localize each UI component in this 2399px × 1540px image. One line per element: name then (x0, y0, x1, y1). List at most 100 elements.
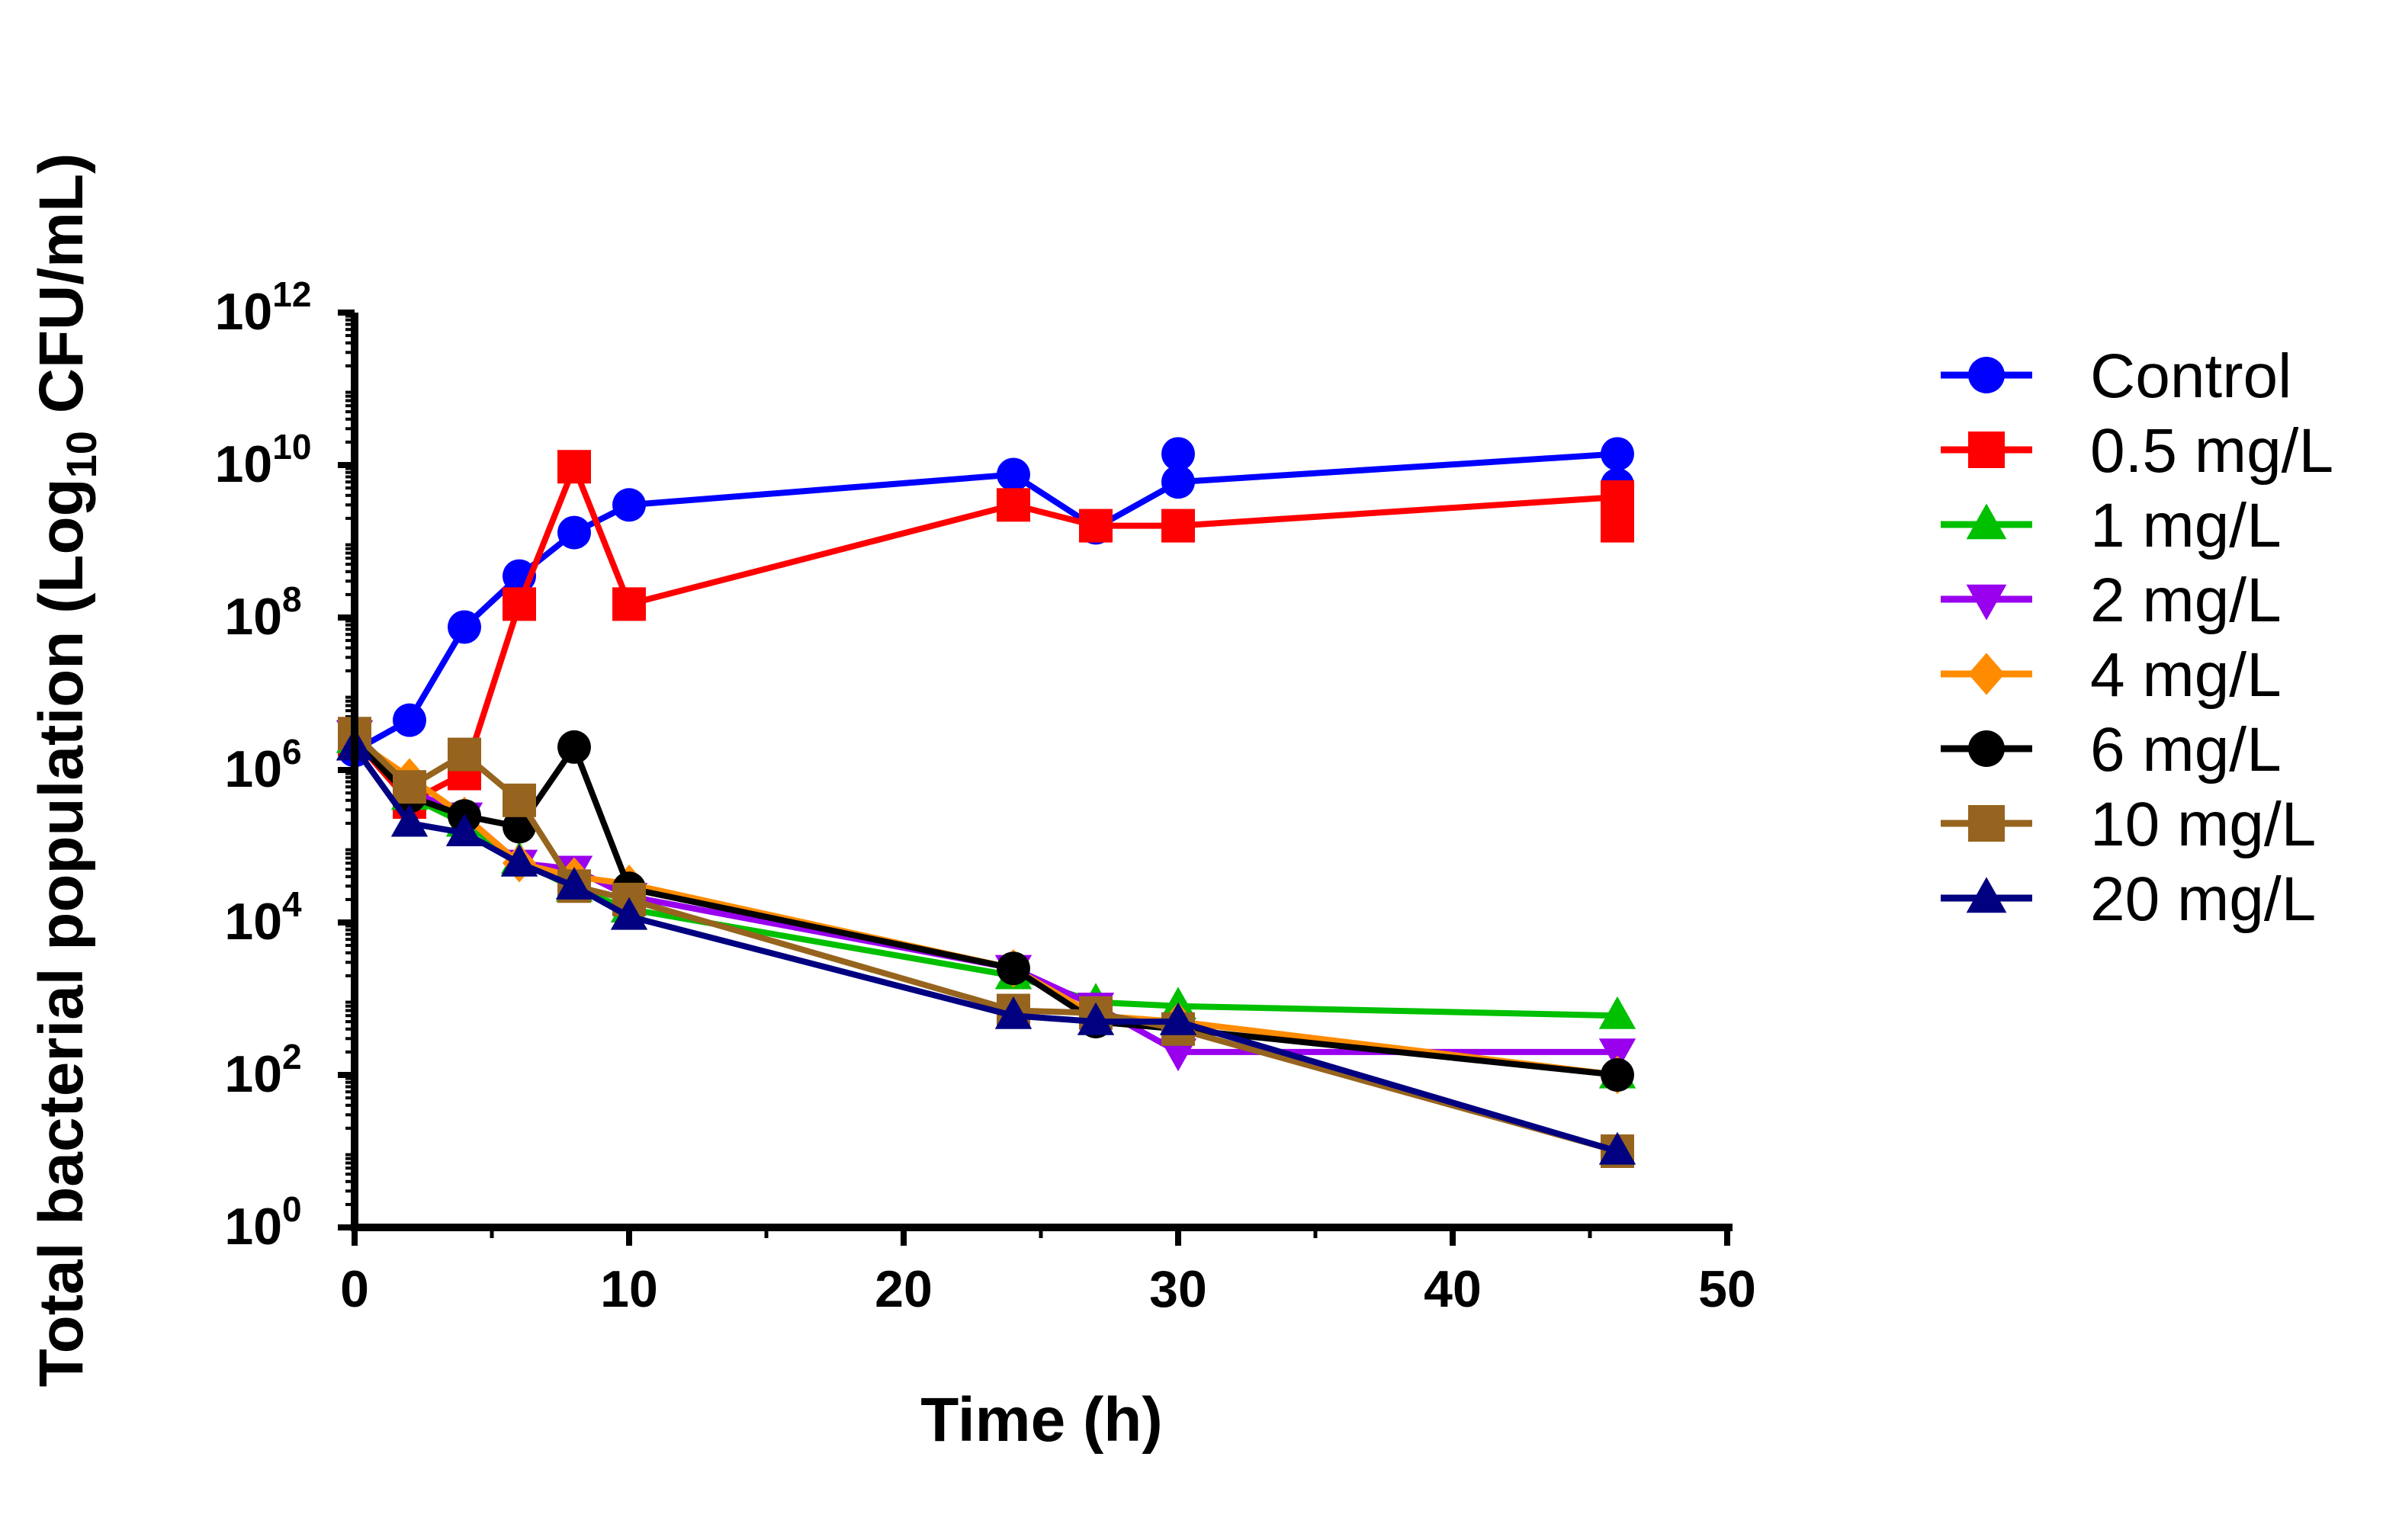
legend-marker (1968, 730, 2005, 767)
x-tick-label: 50 (1698, 1260, 1756, 1318)
y-tick-label: 102 (224, 1037, 301, 1103)
data-point (448, 737, 481, 772)
data-point (997, 488, 1030, 522)
y-tick-label-base: 10 (224, 1198, 282, 1256)
legend-label: 4 mg/L (2090, 640, 2282, 710)
data-point (445, 813, 483, 846)
series-4 (338, 720, 1634, 1095)
legend-marker (1968, 805, 2005, 842)
legend-label: 0.5 mg/L (2090, 416, 2333, 486)
y-tick-label-exponent: 12 (272, 274, 311, 314)
data-point (1598, 1131, 1636, 1165)
x-tick-label: 40 (1424, 1260, 1482, 1318)
data-point (997, 951, 1030, 986)
data-point (1601, 509, 1634, 543)
y-tick-label-base: 10 (224, 893, 282, 951)
series-1 (338, 450, 1634, 820)
legend-label: Control (2090, 342, 2291, 411)
data-point (1159, 1038, 1197, 1072)
data-point (555, 866, 593, 900)
data-point (612, 488, 646, 522)
data-point (612, 587, 646, 621)
legend-label: 6 mg/L (2090, 715, 2282, 784)
y-tick-label: 106 (224, 732, 301, 798)
y-tick-label-exponent: 4 (282, 884, 302, 924)
y-tick-label: 1010 (215, 427, 312, 493)
series-line (352, 745, 1619, 1154)
legend-label: 2 mg/L (2090, 566, 2282, 635)
data-point (500, 843, 538, 877)
legend-item: 6 mg/L (1941, 715, 2282, 784)
data-point (390, 804, 429, 837)
data-point (1601, 480, 1634, 515)
series-2 (336, 720, 1636, 1089)
legend-item: 2 mg/L (1941, 566, 2282, 635)
y-tick-label-exponent: 2 (282, 1037, 302, 1076)
series-7 (336, 727, 1636, 1165)
y-tick-label: 104 (224, 884, 302, 951)
data-point (1161, 465, 1195, 499)
legend-marker (1968, 432, 2005, 468)
x-tick-label: 30 (1149, 1260, 1207, 1318)
data-point (393, 703, 426, 737)
y-axis-title-subscript: 10 (57, 431, 105, 478)
legend-marker (1966, 584, 2007, 621)
y-axis-title-prefix: Total bacterial population (Log (27, 478, 96, 1387)
y-tick-label: 1012 (215, 274, 312, 341)
y-tick-label-exponent: 0 (282, 1189, 302, 1229)
y-axis-title: Total bacterial population (Log10 CFU/mL… (27, 153, 105, 1388)
legend-label: 20 mg/L (2090, 865, 2316, 934)
data-point (1598, 996, 1636, 1029)
x-axis-title: Time (h) (920, 1385, 1162, 1455)
data-point (1601, 437, 1634, 471)
series-3 (336, 720, 1636, 1072)
y-tick-label: 108 (224, 579, 301, 646)
legend-marker (1968, 653, 2005, 695)
data-point (1601, 1058, 1634, 1092)
legend-label: 1 mg/L (2090, 491, 2282, 560)
y-tick-label: 100 (224, 1189, 301, 1256)
data-point (557, 730, 591, 764)
y-tick-label-exponent: 10 (272, 427, 311, 467)
legend-item: Control (1941, 342, 2291, 411)
data-point (557, 515, 591, 550)
series-layer (336, 437, 1636, 1168)
data-point (557, 450, 591, 484)
data-point (997, 457, 1030, 492)
legend-marker (1966, 503, 2007, 540)
y-tick-label-base: 10 (224, 588, 282, 646)
legend-item: 10 mg/L (1941, 790, 2316, 859)
x-tick-label: 0 (340, 1260, 369, 1318)
y-tick-label-base: 10 (215, 283, 273, 341)
data-point (994, 996, 1033, 1029)
data-point (503, 783, 536, 817)
legend-marker (1966, 877, 2007, 913)
y-axis-title-suffix: CFU/mL) (27, 153, 96, 431)
series-5 (338, 723, 1634, 1092)
data-point (503, 587, 536, 621)
legend-item: 20 mg/L (1941, 865, 2316, 934)
data-point (1159, 1002, 1197, 1035)
data-point (393, 770, 426, 804)
series-0 (338, 437, 1634, 768)
legend-item: 1 mg/L (1941, 491, 2282, 560)
axes (351, 313, 1733, 1231)
x-tick-label: 20 (875, 1260, 933, 1318)
data-point (1161, 509, 1195, 543)
y-tick-label-base: 10 (215, 435, 273, 493)
minor-ticks (338, 310, 1730, 1246)
y-tick-label-exponent: 6 (282, 732, 302, 772)
y-tick-label-base: 10 (224, 740, 282, 798)
y-tick-label-exponent: 8 (282, 579, 302, 619)
legend-item: 0.5 mg/L (1941, 416, 2333, 486)
data-point (1077, 1002, 1115, 1035)
series-line (352, 464, 1618, 805)
legend-marker (1968, 357, 2005, 393)
data-point (1598, 1038, 1636, 1072)
legend-label: 10 mg/L (2090, 790, 2316, 859)
series-line (353, 451, 1618, 754)
series-line (352, 737, 1618, 1078)
